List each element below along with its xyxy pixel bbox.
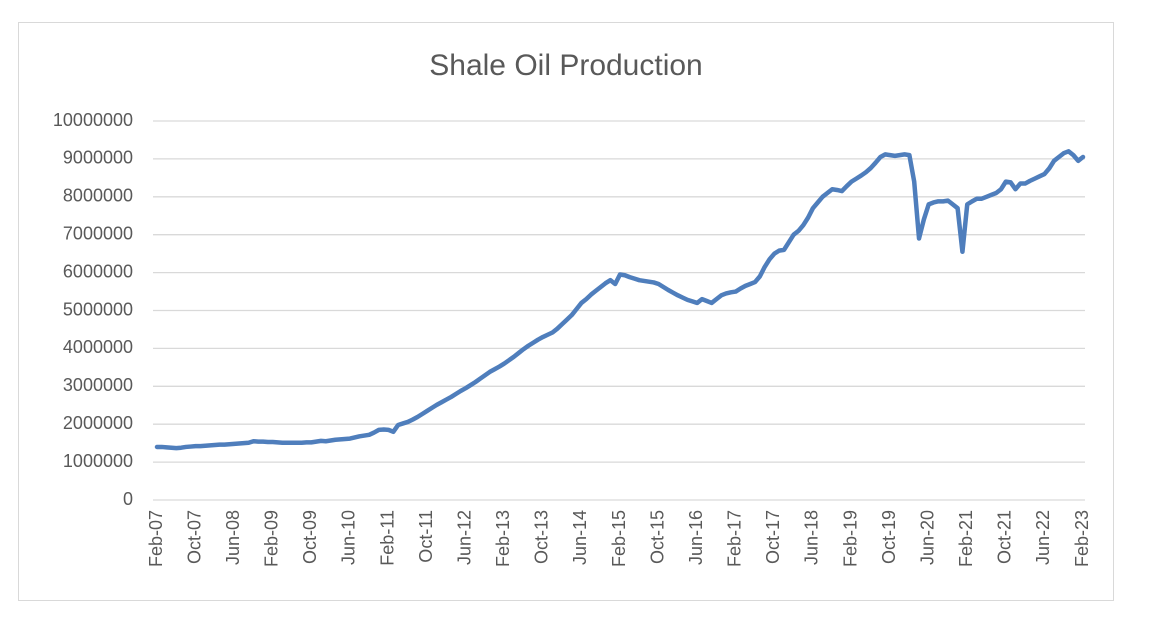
- y-tick-label: 8000000: [63, 186, 133, 206]
- y-tick-label: 4000000: [63, 337, 133, 357]
- x-tick-label: Feb-19: [840, 510, 860, 567]
- x-tick-label: Oct-13: [532, 510, 552, 564]
- y-tick-label: 0: [123, 489, 133, 509]
- x-tick-label: Feb-13: [493, 510, 513, 567]
- x-tick-label: Feb-15: [609, 510, 629, 567]
- y-tick-label: 3000000: [63, 375, 133, 395]
- x-tick-label: Oct-19: [879, 510, 899, 564]
- x-tick-label: Jun-10: [339, 510, 359, 565]
- x-tick-label: Feb-21: [956, 510, 976, 567]
- x-tick-label: Jun-08: [223, 510, 243, 565]
- chart-frame: [18, 22, 1114, 601]
- data-line: [154, 149, 1086, 451]
- x-tick-label: Feb-11: [377, 510, 397, 566]
- x-tick-label: Jun-12: [454, 510, 474, 565]
- x-tick-label: Oct-11: [416, 510, 436, 563]
- y-tick-label: 5000000: [63, 299, 133, 319]
- x-tick-label: Oct-15: [647, 510, 667, 564]
- y-tick-label: 1000000: [63, 451, 133, 471]
- x-tick-label: Jun-14: [570, 510, 590, 565]
- x-tick-label: Jun-20: [917, 510, 937, 565]
- chart-title: Shale Oil Production: [429, 49, 703, 82]
- x-tick-label: Oct-09: [300, 510, 320, 564]
- y-tick-label: 6000000: [63, 261, 133, 281]
- x-tick-label: Feb-09: [262, 510, 282, 567]
- x-tick-label: Jun-22: [1033, 510, 1053, 565]
- y-tick-label: 10000000: [53, 110, 133, 130]
- x-tick-label: Feb-23: [1072, 510, 1092, 567]
- x-tick-label: Feb-17: [725, 510, 745, 567]
- y-tick-label: 7000000: [63, 223, 133, 243]
- y-tick-label: 9000000: [63, 148, 133, 168]
- x-tick-label: Jun-16: [686, 510, 706, 565]
- x-tick-label: Oct-21: [995, 510, 1015, 564]
- x-tick-label: Feb-07: [146, 510, 166, 567]
- x-tick-label: Jun-18: [802, 510, 822, 565]
- x-tick-label: Oct-07: [184, 510, 204, 564]
- x-tick-label: Oct-17: [763, 510, 783, 564]
- y-tick-label: 2000000: [63, 413, 133, 433]
